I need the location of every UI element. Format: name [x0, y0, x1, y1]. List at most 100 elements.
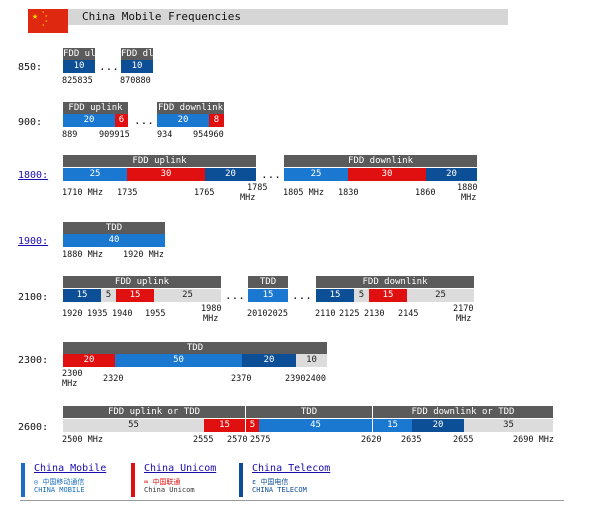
- header-fdd-ul: FDD ul: [63, 48, 95, 60]
- freq-tick: 1920 MHz: [123, 250, 164, 260]
- header-tdd: TDD: [248, 276, 288, 288]
- freq-tick: 2620: [361, 435, 382, 445]
- freq-tick: 909915: [99, 130, 130, 140]
- freq-tick-unit: MHz: [240, 193, 256, 203]
- freq-tick: 1735: [117, 188, 138, 198]
- band-segment: 8: [209, 114, 224, 127]
- china-unicom-color-bar: [131, 463, 135, 497]
- freq-tick: 2575: [250, 435, 271, 445]
- row-label-1900-link[interactable]: 1900:: [18, 236, 49, 247]
- header-fdd-downlink: FDD downlink: [284, 155, 477, 167]
- freq-tick: 2125: [339, 309, 360, 319]
- header-fdd-downlink: FDD downlink: [316, 276, 474, 288]
- freq-tick: 2170: [453, 304, 474, 314]
- row-label-1800-link[interactable]: 1800:: [18, 170, 49, 181]
- header-fdd-uplink: FDD uplink: [63, 155, 256, 167]
- ellipsis: ...: [225, 289, 245, 302]
- row-label-2300: 2300:: [18, 355, 49, 366]
- china-mobile-logo-icon: ◎ 中国移动通信 CHINA MOBILE: [34, 478, 85, 494]
- freq-tick: 870880: [120, 76, 151, 86]
- band-segment: 15: [116, 289, 154, 302]
- freq-tick: 2655: [453, 435, 474, 445]
- header-fdd-uplink: FDD uplink: [63, 102, 128, 114]
- header-fdd-uplink: FDD uplink: [63, 276, 221, 288]
- band-segment: 30: [348, 168, 426, 181]
- freq-tick: 2130: [364, 309, 385, 319]
- china-mobile-link[interactable]: China Mobile: [34, 463, 107, 474]
- freq-tick: 2690 MHz: [513, 435, 554, 445]
- band-segment: 10: [121, 60, 153, 73]
- row-label-2100: 2100:: [18, 292, 49, 303]
- band-segment: 20: [63, 114, 115, 127]
- band-segment: 20: [426, 168, 477, 181]
- china-telecom-color-bar: [239, 463, 243, 497]
- row-label-900: 900:: [18, 117, 43, 128]
- freq-tick: 2145: [398, 309, 419, 319]
- freq-tick: 1830: [338, 188, 359, 198]
- freq-tick: 954960: [193, 130, 224, 140]
- header-tdd: TDD: [63, 342, 327, 354]
- freq-tick: 2300: [62, 369, 83, 379]
- band-segment: 25: [407, 289, 474, 302]
- freq-tick: 2555: [193, 435, 214, 445]
- china-unicom-link[interactable]: China Unicom: [144, 463, 217, 474]
- band-segment: 30: [127, 168, 205, 181]
- freq-tick: 1785: [247, 183, 268, 193]
- freq-tick-unit: MHz: [62, 379, 78, 389]
- china-flag-icon: ★ ★ ★ ★ ★: [28, 9, 68, 33]
- china-unicom-logo-icon: ∞ 中国联通 China Unicom: [144, 478, 195, 494]
- bottom-divider: [20, 500, 564, 501]
- header-tdd: TDD: [245, 406, 372, 418]
- header-tdd: TDD: [63, 222, 165, 234]
- china-mobile-color-bar: [21, 463, 25, 497]
- freq-tick: 1710 MHz: [62, 188, 103, 198]
- china-telecom-link[interactable]: China Telecom: [252, 463, 331, 474]
- freq-tick: 1920: [62, 309, 83, 319]
- freq-tick: 934: [157, 130, 173, 140]
- header-fdd-downlink: FDD downlink: [157, 102, 224, 114]
- band-segment: 10: [63, 60, 95, 73]
- band-segment: 15: [369, 289, 407, 302]
- band-segment: 15: [372, 419, 412, 432]
- ellipsis: ...: [134, 114, 154, 127]
- band-segment: 25: [63, 168, 127, 181]
- freq-tick: 1940: [112, 309, 133, 319]
- freq-tick: 2570: [227, 435, 248, 445]
- freq-tick: 2500 MHz: [62, 435, 103, 445]
- freq-tick: 1955: [145, 309, 166, 319]
- header-fdd-downlink-or-tdd: FDD downlink or TDD: [372, 406, 553, 418]
- band-segment: 20: [242, 354, 296, 367]
- band-segment: 20: [412, 419, 464, 432]
- freq-tick: 2635: [401, 435, 422, 445]
- band-segment: 20: [205, 168, 256, 181]
- freq-tick: 825835: [62, 76, 93, 86]
- band-segment: 50: [115, 354, 242, 367]
- freq-tick: 1860: [415, 188, 436, 198]
- freq-tick: 889: [62, 130, 78, 140]
- freq-tick-unit: MHz: [461, 193, 477, 203]
- freq-tick-unit: MHz: [203, 314, 219, 324]
- row-label-2600: 2600:: [18, 422, 49, 433]
- header-fdd-uplink-or-tdd: FDD uplink or TDD: [63, 406, 245, 418]
- band-segment: 25: [154, 289, 221, 302]
- band-segment: 5: [101, 289, 116, 302]
- band-segment: 10: [296, 354, 327, 367]
- ellipsis: ...: [99, 60, 119, 73]
- freq-tick: 1880: [457, 183, 478, 193]
- band-segment: 15: [63, 289, 101, 302]
- band-segment: 5: [354, 289, 369, 302]
- band-segment: 35: [464, 419, 553, 432]
- band-segment: 45: [259, 419, 372, 432]
- band-segment: 20: [63, 354, 115, 367]
- title-bar: [28, 9, 508, 25]
- ellipsis: ...: [261, 168, 281, 181]
- ellipsis: ...: [292, 289, 312, 302]
- row-label-850: 850:: [18, 62, 43, 73]
- freq-tick: 1935: [87, 309, 108, 319]
- band-segment: 20: [157, 114, 209, 127]
- freq-tick: 1880 MHz: [62, 250, 103, 260]
- freq-tick: 1805 MHz: [283, 188, 324, 198]
- band-segment: 25: [284, 168, 348, 181]
- freq-tick: 20102025: [247, 309, 288, 319]
- freq-tick-unit: MHz: [456, 314, 472, 324]
